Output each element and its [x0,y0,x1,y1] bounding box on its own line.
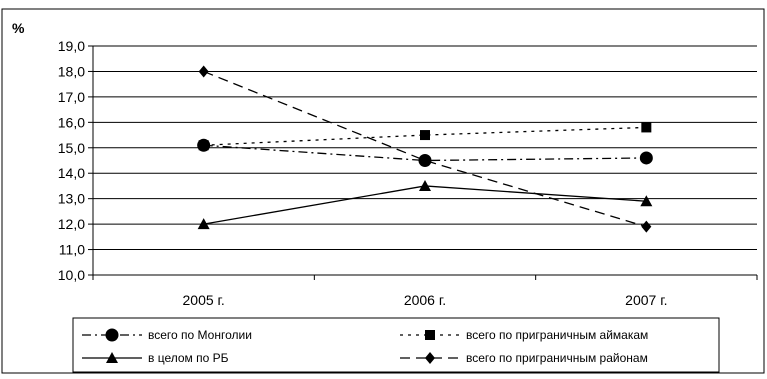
data-point [641,220,652,233]
y-tick-label: 10,0 [58,267,85,283]
chart-frame [1,8,765,374]
y-tick-label: 13,0 [58,191,85,207]
legend-marker [425,330,435,340]
legend-label: всего по приграничным районам [466,351,648,365]
series-line [203,144,647,162]
series-line [203,185,647,225]
x-tick-label: 2007 г. [625,292,667,308]
legend-item: всего по Монголии [82,328,252,342]
series-line [203,126,647,146]
y-tick-label: 15,0 [58,140,85,156]
data-point [420,130,430,141]
x-tick-label: 2005 г. [183,292,225,308]
legend-marker [106,352,118,363]
series-line [203,70,647,228]
data-point [198,65,209,78]
y-tick-label: 18,0 [58,63,85,79]
data-point [419,179,431,191]
legend-label: в целом по РБ [148,351,229,365]
legend: всего по Монголии всего по приграничным а… [72,317,720,373]
y-tick-label: 17,0 [58,89,85,105]
series-diamond [198,65,652,233]
legend-box [72,317,720,373]
series-group [197,65,653,233]
legend-item: всего по приграничным районам [400,351,648,365]
y-tick-label: 11,0 [59,242,85,258]
y-tick-label: 19,0 [58,38,85,54]
data-point [198,140,209,151]
data-point [420,154,430,167]
legend-label: всего по Монголии [148,328,252,342]
axes: 10,0 11,0 12,0 13,0 14,0 15,0 16,0 17,0 18,0 19,0… [58,38,758,308]
data-point [641,122,652,133]
y-tick-label: 12,0 [58,216,85,232]
y-tick-label: 16,0 [58,114,85,130]
data-point [639,151,653,165]
legend-label: всего по приграничным аймакам [466,328,648,342]
y-tick-label: 14,0 [58,165,85,181]
data-point [640,195,653,207]
series-triangle [197,179,653,230]
legend-item: всего по приграничным аймакам [400,328,648,342]
series-square [198,122,652,151]
legend-item: в целом по РБ [82,351,229,365]
x-tick-label: 2006 г. [404,292,446,308]
legend-marker [425,352,435,364]
data-point [197,218,210,230]
legend-marker [105,328,119,342]
y-axis-label: % [12,20,25,36]
